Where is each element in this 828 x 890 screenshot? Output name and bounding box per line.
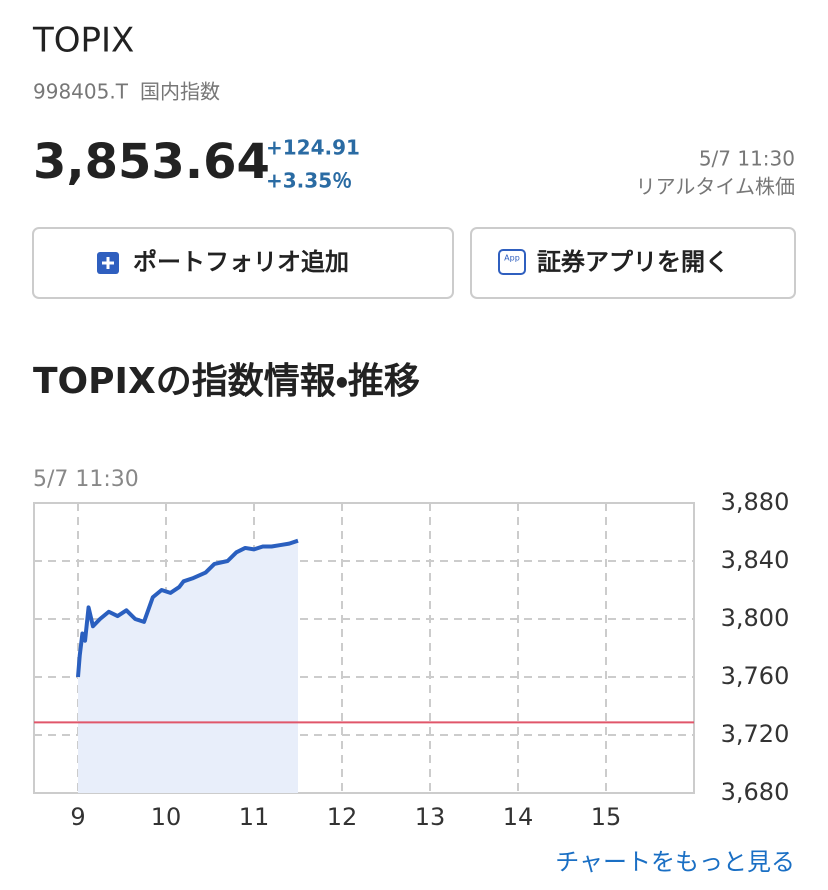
app-icon-label: App: [504, 254, 520, 263]
y-tick-label: 3,720: [721, 720, 790, 748]
y-tick-label: 3,680: [721, 778, 790, 806]
y-tick-label: 3,880: [721, 488, 790, 516]
change: +124.91: [266, 136, 360, 160]
app-button[interactable]: App 証券アプリを開く: [470, 227, 796, 299]
price: 3,853.64: [33, 134, 270, 190]
time: 5/7 11:30: [699, 147, 795, 171]
chart: 3,680 3,720 3,760 3,800 3,840 3,880 9 10 11 12 13 1…: [33, 488, 790, 831]
button-frame: [470, 227, 796, 299]
change-percent: +3.35％: [266, 169, 352, 193]
x-tick-label: 14: [503, 803, 534, 831]
y-tick-label: 3,800: [721, 604, 790, 632]
x-tick-label: 10: [151, 803, 182, 831]
portfolio-button[interactable]: ポートフォリオ追加: [32, 227, 454, 299]
y-tick-label: 3,840: [721, 546, 790, 574]
section-title: TOPIXの指数情報・推移: [33, 361, 420, 402]
x-tick-label: 13: [415, 803, 446, 831]
button-label: ポートフォリオ追加: [133, 248, 349, 276]
category: 国内指数: [140, 80, 220, 104]
area: [78, 540, 298, 793]
more-link[interactable]: チャートをもっと見る: [555, 848, 795, 876]
app-icon: [498, 249, 526, 275]
price-line: [76, 538, 299, 678]
plus-sign: [102, 257, 114, 269]
title: TOPIX: [32, 21, 134, 61]
plot-frame: [33, 502, 695, 794]
time-note: リアルタイム株価: [636, 175, 795, 199]
y-tick-label: 3,760: [721, 662, 790, 690]
code: 998405.T: [33, 80, 129, 104]
x-tick-label: 15: [591, 803, 622, 831]
button-label: 証券アプリを開く: [537, 248, 729, 276]
x-tick-label: 11: [239, 803, 270, 831]
button-frame: [32, 227, 454, 299]
chart-subtitle: 5/7 11:30: [33, 467, 139, 492]
x-tick-label: 9: [70, 803, 85, 831]
x-tick-label: 12: [327, 803, 358, 831]
